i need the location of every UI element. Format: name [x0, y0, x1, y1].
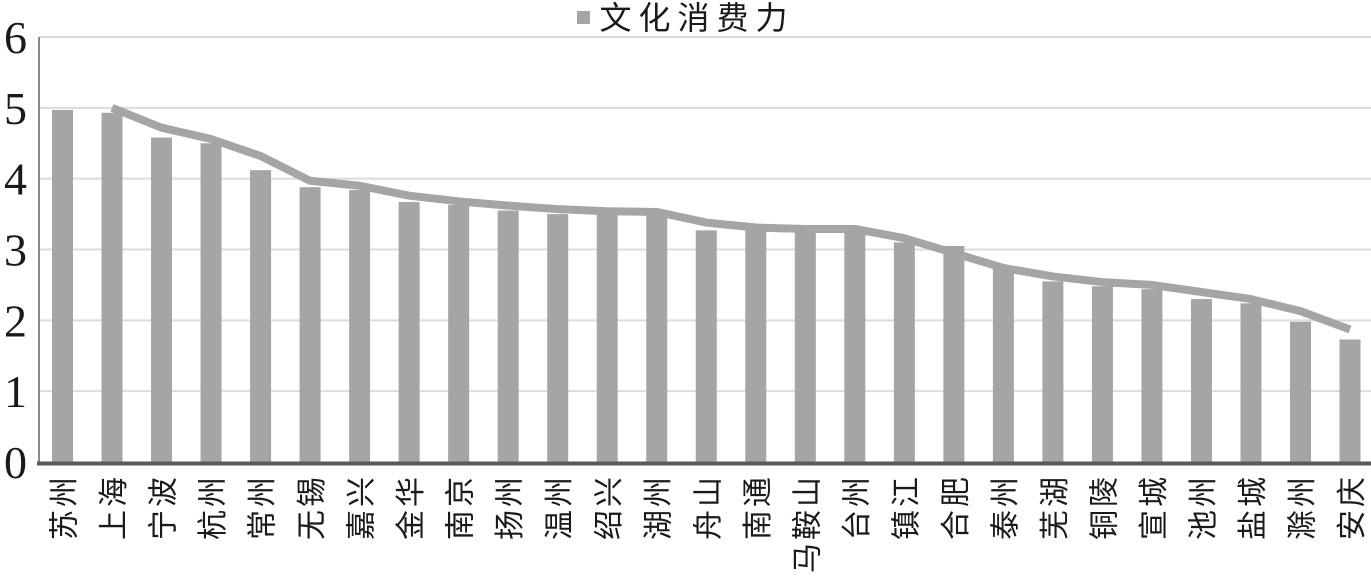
bar-上海: [101, 112, 123, 464]
bar-湖州: [646, 212, 668, 463]
x-category-label: 上海: [98, 474, 131, 540]
bar-温州: [547, 214, 569, 463]
bar-扬州: [497, 210, 519, 463]
bar-常州: [250, 170, 272, 463]
bar-安庆: [1339, 339, 1361, 463]
x-category-label: 合肥: [940, 474, 973, 540]
x-category-label: 台州: [841, 474, 874, 540]
bar-绍兴: [596, 214, 618, 463]
y-tick-label: 6: [4, 12, 27, 63]
y-tick-label: 1: [4, 366, 27, 417]
y-tick-label: 4: [4, 154, 27, 205]
bar-滁州: [1290, 321, 1311, 463]
x-category-label: 盐城: [1237, 474, 1270, 540]
bar-舟山: [695, 230, 717, 463]
x-category-label: 金华: [395, 474, 428, 540]
x-category-label: 南通: [742, 474, 775, 540]
bar-镇江: [893, 242, 915, 463]
bar-嘉兴: [349, 190, 371, 463]
x-category-label: 宣城: [1138, 474, 1171, 540]
legend-marker-icon: [576, 11, 590, 24]
x-category-label: 铜陵: [1088, 474, 1121, 540]
x-category-label: 滁州: [1287, 474, 1320, 540]
bar-杭州: [200, 143, 222, 463]
x-category-label: 宁波: [148, 474, 181, 540]
x-category-label: 嘉兴: [346, 474, 379, 540]
x-category-label: 安庆: [1336, 474, 1369, 540]
x-category-label: 无锡: [296, 474, 329, 540]
x-category-label: 泰州: [989, 474, 1022, 540]
bar-芜湖: [1042, 281, 1064, 463]
x-category-label: 南京: [445, 474, 478, 540]
x-category-label: 湖州: [643, 474, 676, 540]
x-category-label: 舟山: [692, 474, 725, 540]
y-tick-label: 2: [4, 295, 27, 346]
x-category-label: 芜湖: [1039, 474, 1072, 540]
x-category-label: 镇江: [890, 474, 923, 540]
bar-池州: [1190, 299, 1212, 463]
bar-无锡: [299, 187, 321, 463]
bar-马鞍山: [794, 229, 816, 463]
y-tick-label: 5: [4, 83, 27, 134]
x-category-label: 绍兴: [593, 474, 626, 540]
bar-南京: [448, 204, 470, 463]
y-tick-label: 3: [4, 225, 27, 276]
legend: 文化消费力: [576, 2, 794, 34]
x-category-label: 温州: [544, 474, 577, 540]
bar-铜陵: [1091, 286, 1113, 463]
bar-宁波: [151, 137, 173, 464]
y-tick-label: 0: [4, 437, 27, 488]
bar-南通: [745, 230, 767, 463]
x-category-label: 马鞍山: [791, 474, 824, 573]
bar-泰州: [992, 267, 1014, 463]
bar-合肥: [943, 245, 965, 463]
legend-label: 文化消费力: [599, 0, 795, 36]
x-category-label: 杭州: [197, 474, 230, 540]
bar-宣城: [1141, 289, 1163, 463]
bar-盐城: [1240, 303, 1262, 463]
x-category-label: 苏州: [49, 474, 82, 540]
trend-line: [110, 104, 1352, 334]
bar-台州: [844, 229, 866, 463]
x-category-label: 池州: [1187, 474, 1220, 540]
x-category-label: 扬州: [494, 474, 527, 540]
x-category-label: 常州: [247, 474, 280, 540]
bar-苏州: [52, 109, 73, 463]
bar-金华: [398, 202, 420, 463]
